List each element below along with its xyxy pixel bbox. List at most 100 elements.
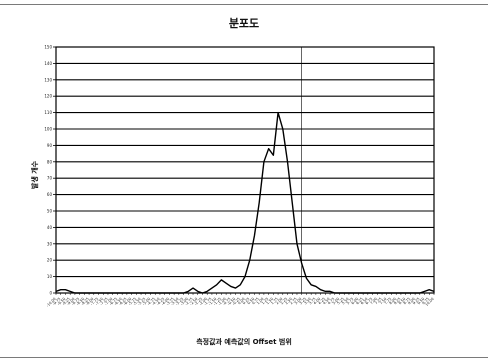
x-tick-label: 0.25 [242, 297, 250, 305]
x-tick-label: -9.75 [52, 297, 61, 306]
y-tick-label: 40 [47, 225, 53, 230]
x-tick-label: -8.75 [71, 297, 80, 306]
x-tick-label: 5.75 [346, 297, 354, 305]
x-tick-label: -9.50 [57, 296, 67, 306]
x-tick-label: 9.25 [412, 297, 420, 305]
x-tick-label: -8.00 [85, 296, 95, 306]
x-tick-label: 5.00 [332, 296, 341, 305]
y-tick-label: 30 [47, 241, 53, 246]
x-tick-label: -2.25 [194, 297, 203, 306]
y-tick-label: 20 [47, 258, 53, 263]
x-tick-label: 3.75 [308, 297, 316, 305]
x-tick-label: -3.75 [165, 297, 174, 306]
y-tick-label: 90 [47, 143, 53, 148]
gridlines [56, 47, 434, 293]
x-tick-label: 4.75 [327, 297, 335, 305]
x-tick-label: 6.25 [355, 297, 363, 305]
x-tick-label: -7.00 [104, 296, 114, 306]
x-tick-label: 8.25 [393, 297, 401, 305]
bottom-border [0, 357, 488, 358]
x-tick-label: -1.75 [203, 297, 212, 306]
x-tick-label: 3.50 [303, 296, 312, 305]
x-tick-label: 0.75 [251, 297, 259, 305]
x-tick-label: 7.00 [370, 296, 379, 305]
y-tick-label: 100 [44, 127, 52, 132]
x-tick-label: -7.50 [95, 296, 105, 306]
y-tick-label: 60 [47, 192, 53, 197]
x-tick-label: 5.50 [341, 296, 350, 305]
x-tick-label: -6.25 [118, 297, 127, 306]
y-tick-label: 140 [44, 61, 52, 66]
x-tick-label: 8.50 [398, 296, 407, 305]
x-tick-label: -6.00 [123, 296, 133, 306]
x-tick-label: -7.25 [99, 297, 108, 306]
y-tick-label: 110 [44, 110, 52, 115]
y-tick-label: 150 [44, 45, 52, 50]
y-tick-label: 120 [44, 94, 52, 99]
x-tick-label: -5.00 [142, 296, 152, 306]
x-tick-label: -3.25 [175, 297, 184, 306]
y-tick-label: 80 [47, 159, 53, 164]
x-tick-label: 6.75 [365, 297, 373, 305]
y-axis-label: 발생 개수 [30, 160, 39, 189]
x-tick-label: 1.00 [256, 296, 265, 305]
x-tick-label: 2.75 [289, 297, 297, 305]
x-tick-label: 9.00 [407, 296, 416, 305]
x-tick-label: -6.75 [109, 297, 118, 306]
x-tick-label: -3.50 [170, 296, 180, 306]
x-tick-label: -2.75 [184, 297, 193, 306]
x-tick-label: 4.00 [313, 296, 322, 305]
y-axis-ticks: 0 10 20 30 40 50 60 70 80 90 100 110 120 130 140 150 [44, 45, 56, 296]
x-tick-label: -1.50 [208, 296, 218, 306]
y-tick-label: 50 [47, 209, 53, 214]
x-tick-label: -4.00 [161, 296, 171, 306]
x-tick-label: 8.75 [403, 297, 411, 305]
x-tick-label: 3.00 [294, 296, 303, 305]
x-tick-label: 4.25 [318, 297, 326, 305]
x-tick-label: 4.50 [322, 296, 331, 305]
x-tick-label: 1.50 [266, 296, 275, 305]
y-tick-label: 10 [47, 274, 53, 279]
x-axis-label: 측정값과 예측값의 Offset 범위 [196, 337, 292, 346]
x-tick-label: 9.50 [417, 296, 426, 305]
x-tick-label: -2.00 [198, 296, 208, 306]
x-tick-label: -9.00 [66, 296, 76, 306]
y-tick-label: 130 [44, 77, 52, 82]
x-tick-label: 1.75 [270, 297, 278, 305]
x-tick-label: 6.50 [360, 296, 369, 305]
x-tick-label: -8.50 [76, 296, 86, 306]
y-tick-label: 70 [47, 176, 53, 181]
x-tick-label: -8.25 [80, 297, 89, 306]
x-tick-label: 2.25 [280, 297, 288, 305]
x-tick-label: -4.50 [151, 296, 161, 306]
x-tick-label: 2.50 [284, 296, 293, 305]
x-tick-label: -0.75 [222, 297, 231, 306]
plot-area [55, 46, 435, 294]
x-tick-label: -7.75 [90, 297, 99, 306]
x-tick-label: -4.75 [147, 297, 156, 306]
x-tick-label: -1.00 [217, 296, 227, 306]
series-group [55, 111, 435, 294]
x-tick-label: 9.75 [421, 297, 429, 305]
x-tick-label: -10.00 [46, 296, 58, 308]
x-tick-label: -9.25 [61, 297, 70, 306]
x-tick-label: 7.50 [379, 296, 388, 305]
x-tick-label: -3.00 [180, 296, 190, 306]
x-tick-label: -1.25 [213, 297, 222, 306]
x-axis-ticks: -10.00-9.75-9.50-9.25-9.00-8.75-8.50-8.2… [46, 293, 435, 308]
x-tick-label: 1.25 [261, 297, 269, 305]
x-tick-label: 0.50 [247, 296, 256, 305]
x-tick-label: 2.00 [275, 296, 284, 305]
series-line [55, 111, 435, 294]
x-tick-label: -5.25 [137, 297, 146, 306]
x-tick-label: -4.25 [156, 297, 165, 306]
x-tick-label: -6.50 [113, 296, 123, 306]
x-tick-label: 0.00 [237, 296, 246, 305]
x-tick-label: 6.00 [351, 296, 360, 305]
x-tick-label: -2.50 [189, 296, 199, 306]
x-tick-label: 7.75 [384, 297, 392, 305]
x-tick-label: -5.50 [132, 296, 142, 306]
y-tick-label: 0 [49, 291, 52, 296]
